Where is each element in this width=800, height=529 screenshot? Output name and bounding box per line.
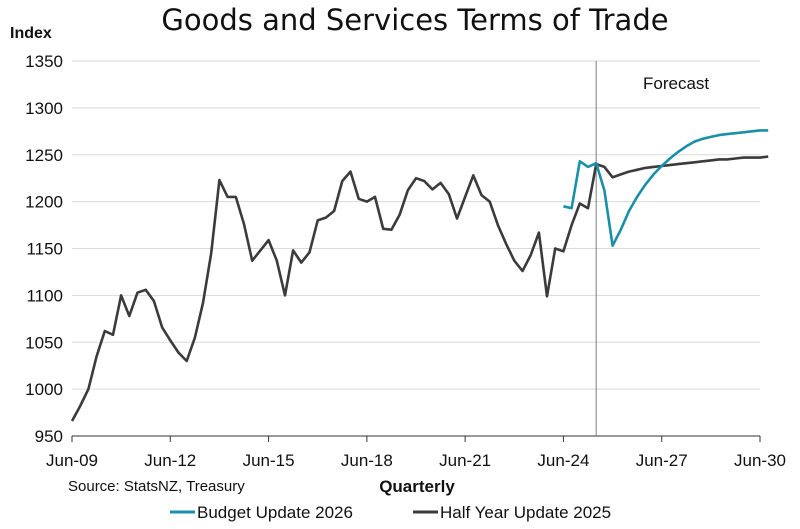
x-tick-label: Jun-27 (636, 451, 688, 470)
y-tick-label: 1200 (25, 193, 63, 212)
y-axis-label: Index (10, 25, 52, 42)
legend-label: Budget Update 2026 (197, 503, 353, 522)
x-axis (71, 435, 761, 442)
source-note: Source: StatsNZ, Treasury (68, 478, 245, 495)
x-tick-label: Jun-09 (46, 451, 98, 470)
y-tick-label: 1150 (26, 240, 63, 259)
y-tick-label: 1250 (25, 146, 63, 165)
legend: Budget Update 2026 Half Year Update 2025 (170, 503, 611, 522)
series-line-budget-update-2026 (563, 129, 769, 247)
x-tick-label: Jun-18 (341, 451, 393, 470)
y-tick-label: 1100 (26, 286, 63, 305)
gridlines (72, 60, 760, 390)
y-tick-label: 1300 (25, 99, 63, 118)
series-lines (70, 129, 769, 422)
x-tick-label: Jun-12 (144, 451, 196, 470)
y-tick-label: 1000 (25, 380, 63, 399)
series-line-half-year-update-2025 (70, 155, 769, 422)
x-tick-labels: Jun-09 Jun-12 Jun-15 Jun-18 Jun-21 Jun-24 Jun-… (46, 451, 786, 470)
x-tick-label: Jun-15 (243, 451, 295, 470)
forecast-label: Forecast (643, 74, 709, 93)
y-tick-label: 950 (35, 427, 63, 446)
legend-label: Half Year Update 2025 (440, 503, 611, 522)
y-tick-label: 1050 (25, 333, 63, 352)
x-tick-label: Jun-24 (537, 451, 589, 470)
x-tick-label: Jun-21 (439, 451, 491, 470)
x-axis-label: Quarterly (379, 477, 455, 496)
chart-title: Goods and Services Terms of Trade (161, 3, 668, 37)
y-tick-labels: 950 1000 1050 1100 1150 1200 1250 1300 1350 (25, 52, 63, 446)
x-tick-label: Jun-30 (734, 451, 786, 470)
y-tick-label: 1350 (25, 52, 63, 71)
